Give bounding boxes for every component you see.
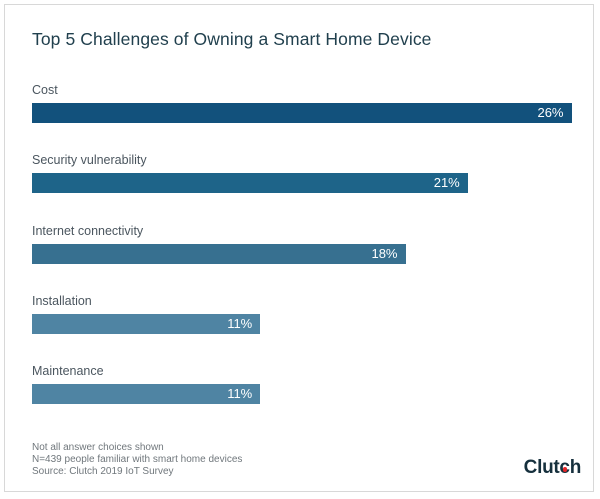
- bar-category-label: Cost: [32, 83, 58, 97]
- bar: 26%: [32, 103, 572, 123]
- bar-value-label: 26%: [537, 105, 564, 120]
- bar-value-label: 11%: [227, 386, 253, 402]
- chart-card: Top 5 Challenges of Owning a Smart Home …: [4, 4, 594, 492]
- note-line: Source: Clutch 2019 IoT Survey: [32, 466, 174, 477]
- bar-row: Internet connectivity 18%: [32, 222, 571, 264]
- bar-row: Security vulnerability 21%: [32, 151, 571, 194]
- clutch-logo: Clutch: [523, 457, 582, 479]
- bar-row: Maintenance 11%: [32, 362, 571, 405]
- bar-row: Installation 11%: [32, 292, 571, 334]
- logo-text-part: h: [569, 457, 582, 478]
- bar-category-label: Installation: [32, 293, 92, 308]
- bar-row: Cost 26%: [32, 81, 572, 123]
- bar: 11%: [32, 384, 261, 405]
- bar: 11%: [32, 313, 261, 334]
- logo-red-dot-icon: [562, 467, 567, 472]
- bar-value-label: 11%: [227, 315, 253, 331]
- footer-notes: Not all answer choices shown N=439 peopl…: [32, 442, 242, 478]
- bar-value-label: 18%: [371, 245, 398, 261]
- chart-title: Top 5 Challenges of Owning a Smart Home …: [32, 29, 432, 49]
- note-line: Not all answer choices shown: [32, 442, 164, 453]
- bar: 21%: [32, 173, 468, 194]
- bar-category-label: Security vulnerability: [32, 153, 147, 168]
- bar-category-label: Maintenance: [32, 364, 104, 379]
- logo-text-part: Clut: [523, 457, 560, 478]
- bar-category-label: Internet connectivity: [32, 223, 144, 238]
- logo-dotted-c: c: [559, 457, 570, 479]
- bar-value-label: 21%: [433, 175, 460, 191]
- note-line: N=439 people familiar with smart home de…: [32, 454, 243, 465]
- bar: 18%: [32, 243, 406, 264]
